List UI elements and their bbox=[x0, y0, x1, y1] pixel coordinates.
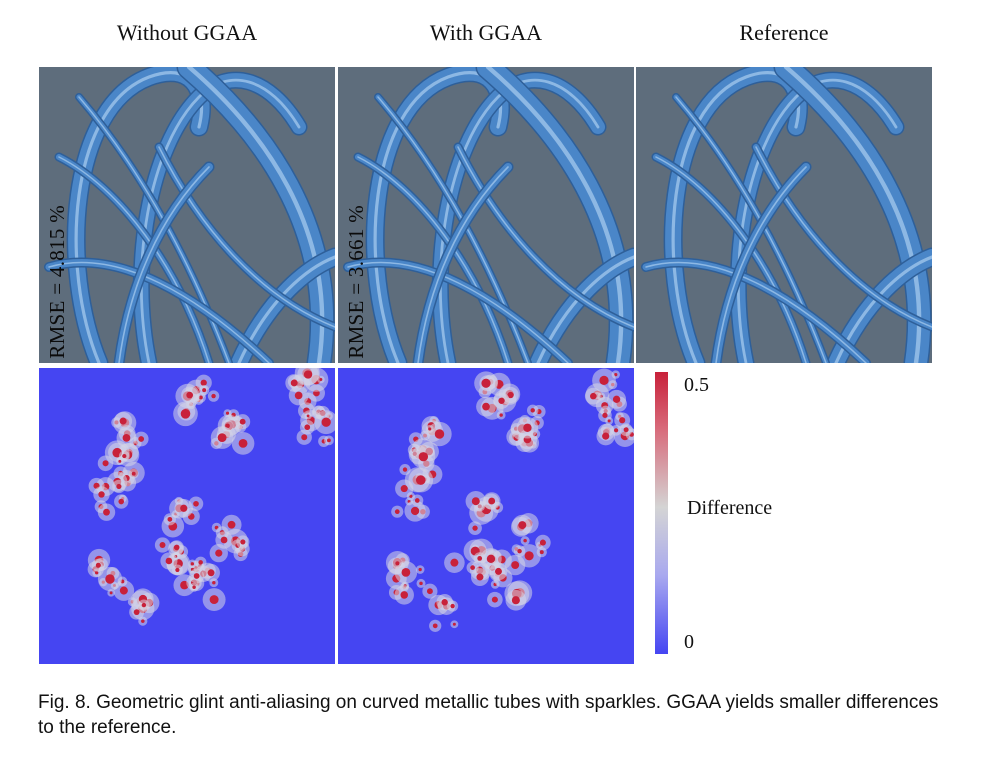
figure-caption: Fig. 8. Geometric glint anti-aliasing on… bbox=[38, 692, 939, 738]
colorbar-title: Difference bbox=[687, 497, 773, 519]
difference-map-without-ggaa bbox=[39, 368, 335, 664]
difference-colorbar bbox=[655, 372, 668, 654]
rmse-label: RMSE = 4.815 % bbox=[45, 205, 69, 359]
render-panel-with-ggaa: RMSE = 3.661 % bbox=[338, 67, 634, 363]
column-title-without-ggaa: Without GGAA bbox=[116, 20, 258, 45]
render-panel-without-ggaa: RMSE = 4.815 % bbox=[39, 67, 335, 363]
render-panel-reference bbox=[636, 67, 932, 363]
column-title-reference: Reference bbox=[739, 20, 829, 45]
difference-map-with-ggaa bbox=[338, 368, 634, 664]
colorbar-min-label: 0 bbox=[684, 631, 694, 653]
rmse-label: RMSE = 3.661 % bbox=[344, 205, 368, 359]
column-title-with-ggaa: With GGAA bbox=[429, 20, 543, 45]
colorbar-max-label: 0.5 bbox=[684, 374, 709, 396]
